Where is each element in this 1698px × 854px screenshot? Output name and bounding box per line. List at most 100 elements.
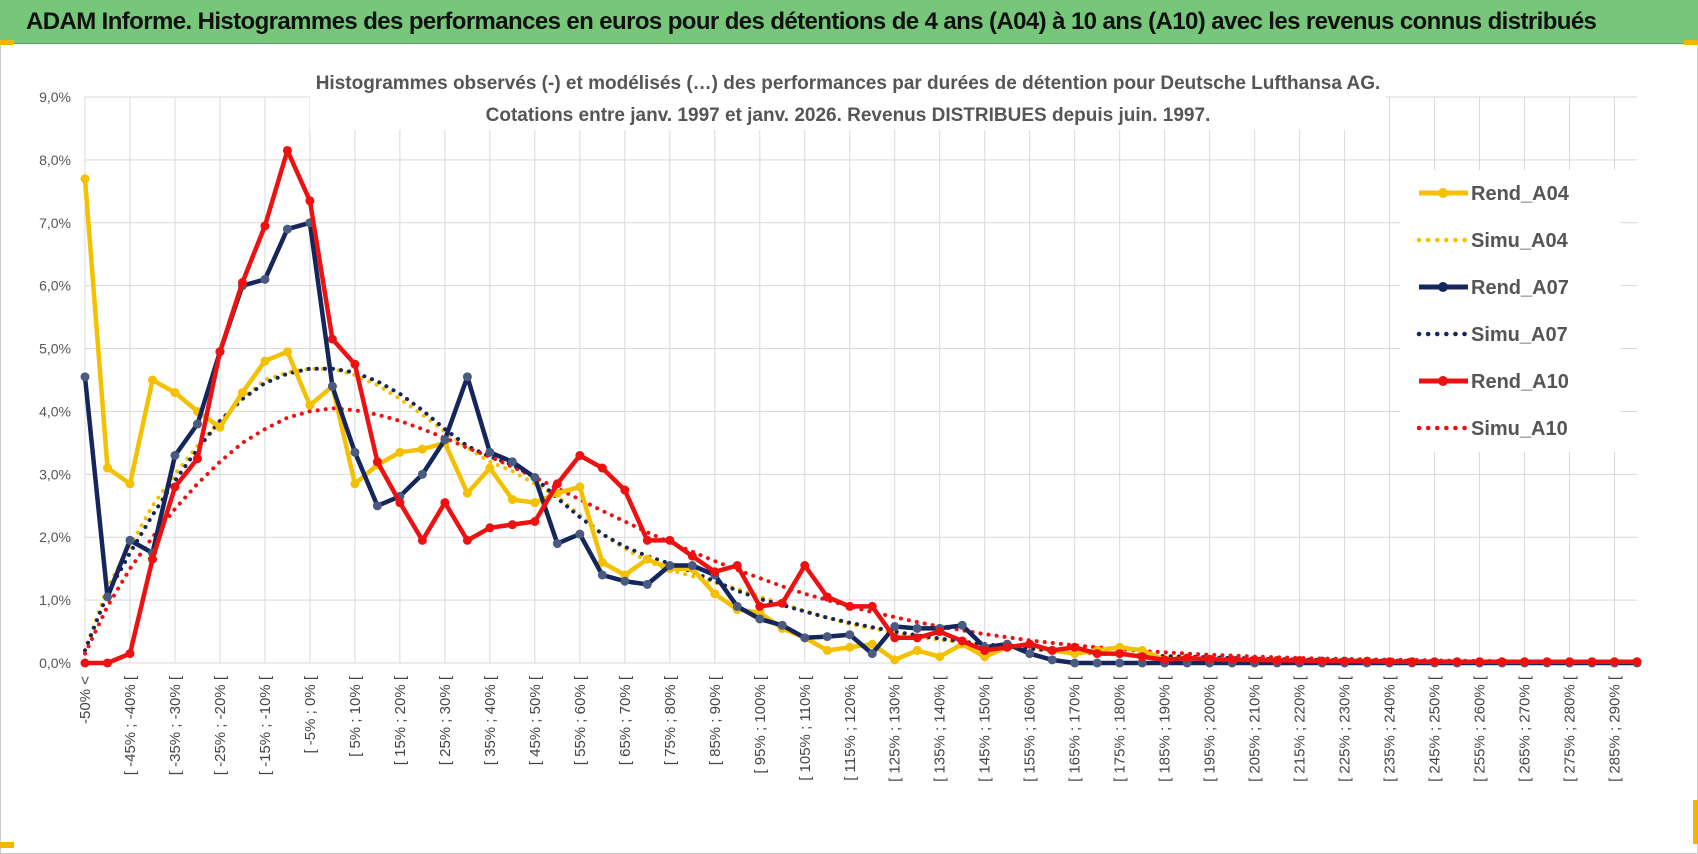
data-point-Rend_A10 [170,482,180,492]
data-point-Rend_A07 [507,457,517,467]
data-point-Rend_A07 [575,529,585,539]
data-point-Rend_A04 [1070,649,1080,659]
x-tick-label: [ 195% ; 200% [ [1202,675,1219,782]
data-point-Rend_A10 [800,561,810,571]
data-point-Rend_A10 [1025,639,1035,649]
data-point-Rend_A04 [462,488,472,498]
data-point-Rend_A07 [777,620,787,630]
data-point-Rend_A07 [530,472,540,482]
x-tick-label: [ 225% ; 230% [ [1337,675,1354,782]
legend-item-Rend_A10: Rend_A10 [1419,371,1569,393]
data-point-Rend_A10 [417,535,427,545]
data-point-Rend_A07 [845,630,855,640]
data-point-Rend_A10 [1430,657,1440,667]
x-tick-label: [ 25% ; 30% [ [437,675,454,765]
x-tick-label: [ 245% ; 250% [ [1427,675,1444,782]
data-point-Rend_A04 [237,388,247,398]
data-point-Rend_A07 [1115,658,1125,668]
data-point-Rend_A07 [800,633,810,643]
data-point-Rend_A07 [282,224,292,234]
data-point-Rend_A04 [822,645,832,655]
data-point-Rend_A07 [1137,658,1147,668]
legend: Rend_A04 Simu_A04 Rend_A07 Simu_A07 Rend_A10… [1400,170,1620,452]
data-point-Rend_A07 [732,601,742,611]
data-point-Rend_A10 [80,658,90,668]
data-point-Rend_A10 [1295,655,1305,665]
data-point-Rend_A04 [170,388,180,398]
data-point-Rend_A10 [102,658,112,668]
legend-label: Simu_A10 [1471,418,1568,440]
x-tick-label: [ 235% ; 240% [ [1382,675,1399,782]
x-tick-label: [ 135% ; 140% [ [932,675,949,782]
data-point-Rend_A10 [710,567,720,577]
data-point-Rend_A10 [620,485,630,495]
data-point-Rend_A07 [1025,649,1035,659]
data-point-Rend_A10 [1002,642,1012,652]
data-point-Rend_A10 [642,535,652,545]
x-tick-label: [ 125% ; 130% [ [887,675,904,782]
data-point-Rend_A04 [147,375,157,385]
data-point-Rend_A10 [350,359,360,369]
x-tick-label: [ -35% ; -30% [ [167,675,184,775]
series-Rend_A10 [80,145,1642,668]
data-point-Rend_A10 [260,221,270,231]
data-point-Rend_A10 [822,592,832,602]
x-tick-label: [ 95% ; 100% [ [752,675,769,773]
data-point-Rend_A07 [327,381,337,391]
data-point-Rend_A10 [1272,655,1282,665]
data-point-Rend_A10 [215,347,225,357]
data-point-Rend_A07 [125,535,135,545]
title-backdrop [310,66,1386,130]
data-point-Rend_A10 [1452,657,1462,667]
data-point-Rend_A10 [1587,657,1597,667]
data-point-Rend_A04 [597,557,607,567]
x-tick-label: [ 35% ; 40% [ [482,675,499,765]
data-point-Rend_A10 [755,601,765,611]
data-point-Rend_A07 [957,620,967,630]
data-point-Rend_A04 [417,444,427,454]
data-point-Rend_A10 [777,598,787,608]
data-point-Rend_A04 [260,356,270,366]
y-tick-label: 9,0% [39,89,71,105]
data-point-Rend_A10 [440,498,450,508]
data-point-Rend_A10 [1160,655,1170,665]
data-point-Rend_A10 [552,479,562,489]
corner-accent-top-right [1684,40,1698,45]
y-tick-label: 7,0% [39,215,71,231]
banner-title: ADAM Informe. Histogrammes des performan… [26,7,1597,35]
data-point-Rend_A07 [440,435,450,445]
data-point-Rend_A04 [80,174,90,184]
data-point-Rend_A04 [620,570,630,580]
data-point-Rend_A10 [912,633,922,643]
data-point-Rend_A10 [282,145,292,155]
data-point-Rend_A10 [125,649,135,659]
data-point-Rend_A07 [642,579,652,589]
corner-accent-right-edge [1693,800,1698,844]
legend-item-Rend_A04: Rend_A04 [1419,183,1570,205]
x-tick-label: [ 285% ; 290% [ [1607,675,1624,782]
data-point-Rend_A07 [1047,655,1057,665]
y-axis-ticks: 0,0% 1,0% 2,0% 3,0% 4,0% 5,0% 6,0% 7,0% 8,0% 9,0% [39,89,71,671]
data-point-Rend_A07 [260,274,270,284]
data-point-Rend_A10 [1542,657,1552,667]
data-point-Rend_A04 [642,554,652,564]
series-line-Rend_A10 [85,148,1637,666]
data-point-Rend_A04 [755,608,765,618]
data-point-Rend_A04 [1115,642,1125,652]
data-point-Rend_A07 [822,632,832,642]
data-point-Rend_A04 [867,639,877,649]
legend-item-Simu_A10: Simu_A10 [1416,418,1568,440]
x-tick-label: [ 155% ; 160% [ [1022,675,1039,782]
legend-swatch-marker [1438,282,1448,292]
data-point-Rend_A10 [597,463,607,473]
data-point-Rend_A10 [372,457,382,467]
legend-item-Rend_A07: Rend_A07 [1419,277,1569,299]
data-point-Rend_A04 [395,447,405,457]
data-point-Rend_A04 [935,652,945,662]
x-tick-label: [ -45% ; -40% [ [122,675,139,775]
x-tick-label: [ 5% ; 10% [ [347,675,364,757]
data-point-Rend_A04 [305,400,315,410]
x-tick-label: [ -25% ; -20% [ [212,675,229,775]
data-point-Rend_A10 [575,450,585,460]
